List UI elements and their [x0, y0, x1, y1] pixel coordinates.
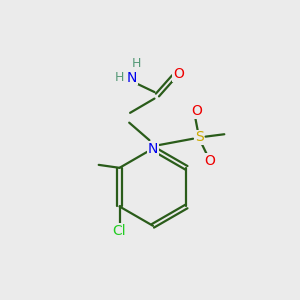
Text: O: O	[204, 154, 215, 168]
Text: H: H	[115, 71, 124, 84]
Text: Cl: Cl	[113, 224, 126, 238]
Text: O: O	[173, 67, 184, 81]
Text: H: H	[132, 57, 141, 70]
Text: O: O	[191, 104, 203, 118]
Text: S: S	[195, 130, 203, 144]
Text: N: N	[127, 71, 137, 85]
Text: N: N	[148, 142, 158, 155]
